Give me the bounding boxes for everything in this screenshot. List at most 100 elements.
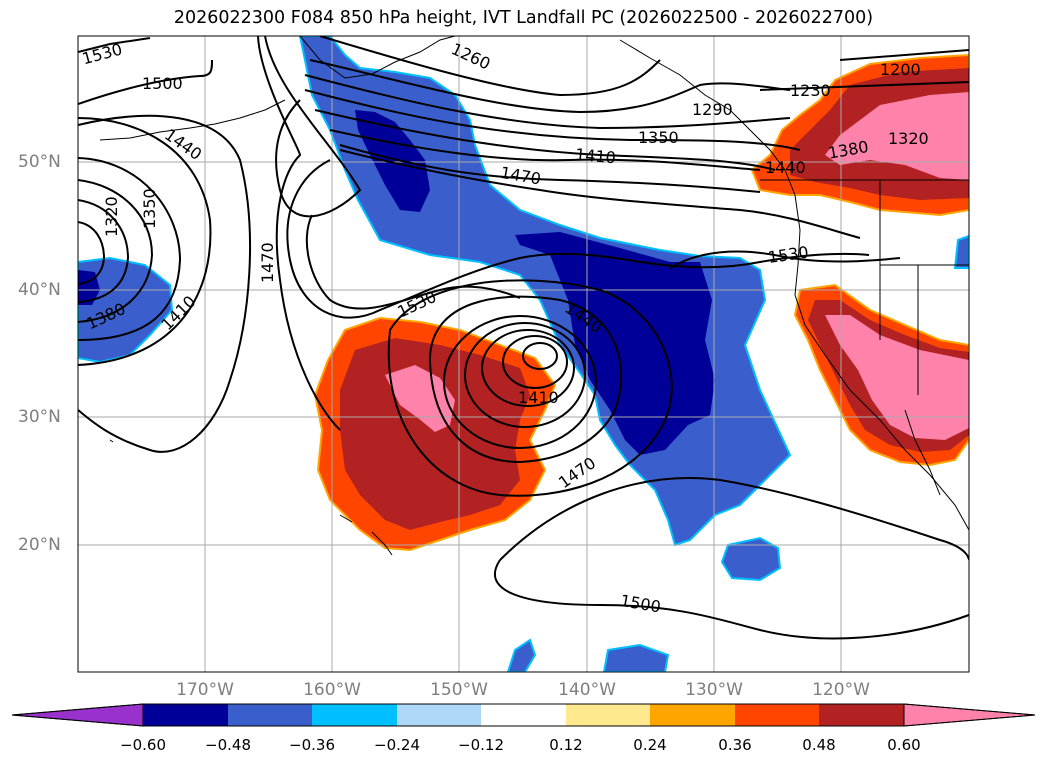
contour-1260-n (319, 36, 661, 97)
colorbar-tick: 0.12 (549, 736, 583, 754)
positive-ivt-northeast-core (825, 92, 969, 180)
colorbar-tick: 0.24 (633, 736, 667, 754)
contour-1410-n (329, 129, 761, 171)
contour-1440-n (339, 144, 761, 193)
contour-1470-w (78, 114, 252, 453)
lon-label: 120°W (812, 680, 870, 700)
contour-label: 1230 (790, 81, 831, 100)
colorbar-tick: −0.60 (120, 736, 166, 754)
contour-label: 1470 (258, 242, 277, 283)
colorbar-seg-n048 (143, 704, 228, 726)
contour-1350-n (304, 89, 801, 151)
negative-ivt-small-ne (953, 234, 969, 269)
colorbar-seg-p036 (735, 704, 819, 726)
contour-label: 1260 (448, 39, 493, 73)
colorbar-outline (11, 703, 1036, 727)
colorbar-extend-high (903, 703, 1036, 727)
contour-label: 1350 (140, 188, 159, 229)
contour-1320-low (502, 335, 568, 389)
contour-1500-south (493, 477, 969, 640)
contour-1380-n (314, 109, 776, 171)
colorbar-seg-n024 (312, 704, 397, 726)
contour-label: 1530 (80, 39, 124, 68)
contour-label: 1200 (880, 60, 921, 79)
contour-1230-ne (759, 81, 969, 91)
contour-label: 1500 (619, 591, 662, 617)
contour-label: 1320 (888, 129, 929, 148)
contour-label: 1530 (767, 242, 810, 266)
negative-ivt-small-s1 (506, 638, 537, 672)
contour-1320-w (78, 221, 106, 285)
contour-1380-w (78, 179, 154, 323)
contour-1200-ne (839, 49, 969, 61)
colorbar-seg-p048 (819, 704, 904, 726)
contour-1530-east (669, 250, 901, 269)
negative-ivt-small-se (720, 536, 782, 582)
positive-ivt-central-core (385, 365, 455, 432)
colorbar-tick: −0.36 (289, 736, 335, 754)
contour-1500-central (305, 214, 521, 310)
positive-ivt-central-inner (340, 338, 530, 530)
colorbar-seg-p012 (566, 704, 650, 726)
colorbar-tick: −0.48 (205, 736, 251, 754)
contour-1500-mid (257, 36, 341, 431)
contour-label: 1500 (142, 74, 183, 93)
contour-label: 1440 (765, 158, 806, 177)
contour-1470-n (339, 149, 861, 239)
lat-label: 40°N (18, 280, 61, 300)
contour-1410-w (78, 157, 182, 341)
contour-label: 1290 (692, 100, 733, 119)
colorbar-tick: 0.48 (802, 736, 836, 754)
contour-1290-n (309, 59, 791, 114)
state-borders (879, 180, 969, 395)
colorbar-seg-zero (481, 704, 566, 726)
lon-label: 150°W (430, 680, 488, 700)
lat-label: 20°N (18, 535, 61, 555)
colorbar-tick: −0.12 (458, 736, 504, 754)
lon-label: 170°W (176, 680, 234, 700)
colorbar-tick: −0.24 (374, 736, 420, 754)
contour-1470-low (387, 279, 673, 497)
colorbar-seg-n036 (228, 704, 312, 726)
contour-label: 1470 (555, 453, 599, 492)
negative-ivt-plume-core-north (355, 110, 430, 212)
hawaii-islands (109, 439, 393, 556)
baja-california (904, 409, 941, 496)
contour-1350-w (78, 199, 130, 303)
contour-1500-nw (78, 59, 213, 105)
negative-ivt-small-s2 (602, 643, 670, 672)
colorbar-extend-low (11, 703, 144, 727)
ivt-pc-shading (78, 36, 969, 672)
contour-1530-central (286, 159, 870, 319)
contour-label: 1530 (394, 287, 439, 321)
contour-1380-low (464, 322, 586, 428)
contour-label: 1410 (574, 145, 616, 167)
lat-label: 30°N (18, 407, 61, 427)
map-title: 2026022300 F084 850 hPa height, IVT Land… (173, 8, 874, 28)
contour-1530-ridge (264, 36, 362, 218)
contour-1440-w (78, 117, 212, 366)
contour-1410-low (443, 315, 597, 449)
lon-label: 130°W (685, 680, 743, 700)
contour-label: 1440 (161, 125, 205, 164)
contour-label: 1320 (102, 196, 121, 237)
contour-1350-low (481, 329, 575, 407)
contour-label: 1410 (518, 388, 559, 407)
graticule (78, 36, 969, 672)
contour-1290-low (522, 342, 558, 370)
positive-ivt-california-core (825, 315, 969, 440)
contour-label: 1350 (638, 128, 679, 147)
contour-1530-nw (78, 37, 151, 53)
contour-1320-n (304, 74, 791, 130)
lon-label: 140°W (558, 680, 616, 700)
aleutian-islands (99, 99, 286, 141)
colorbar-tick: 0.36 (718, 736, 752, 754)
colorbar-seg-n012 (397, 704, 481, 726)
british-columbia-coast (619, 39, 796, 196)
contour-1440-low (428, 295, 623, 464)
lon-label: 160°W (303, 680, 361, 700)
map-frame (77, 35, 970, 673)
colorbar (11, 703, 1036, 727)
lat-label: 50°N (18, 152, 61, 172)
